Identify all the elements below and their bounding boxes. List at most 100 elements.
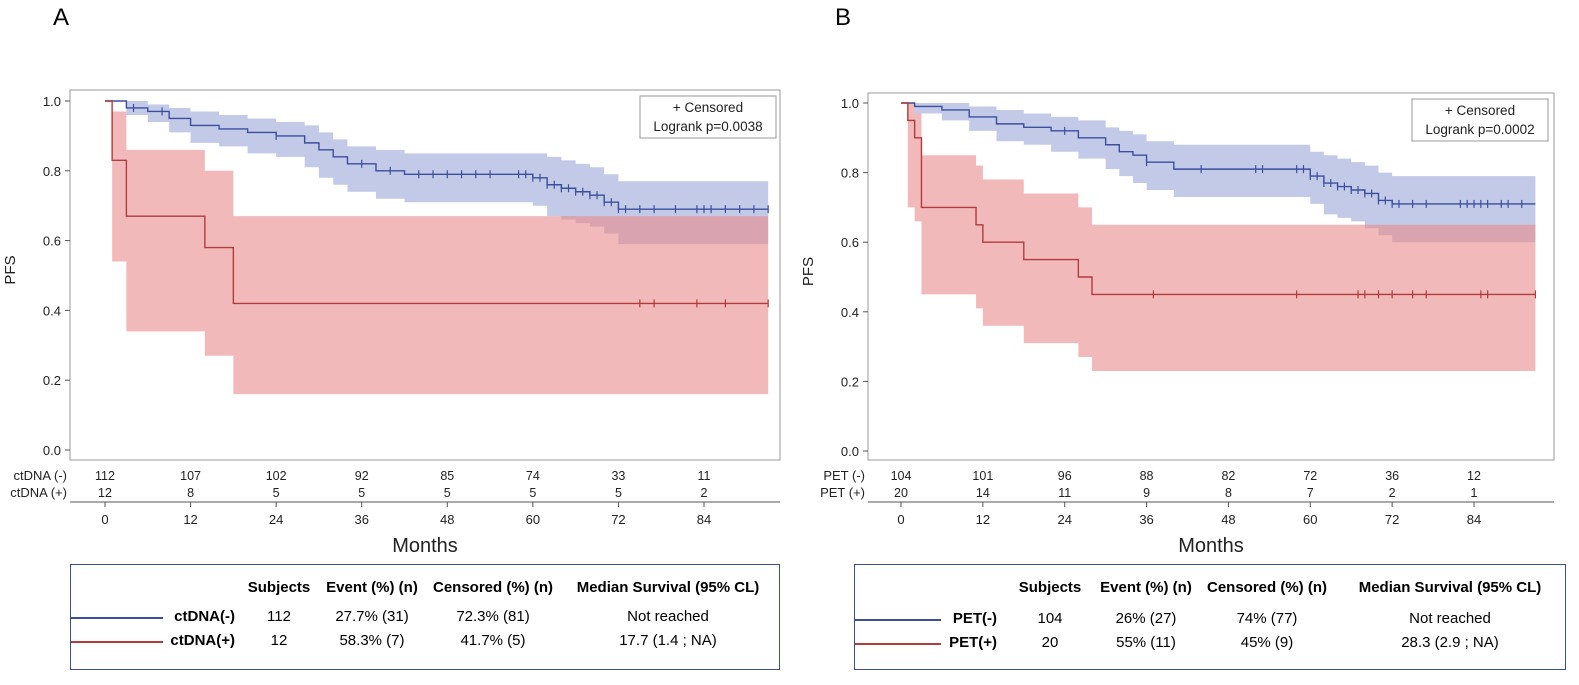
y-tick-label: 0.8: [43, 164, 61, 179]
risk-count: 20: [894, 486, 908, 500]
km-panel-a: A PFS 0.0 0.2 0.4 0.6 0.8 1.0 + Censored Logrank…: [2, 4, 781, 670]
confidence-band-positive: [901, 103, 1536, 371]
cell-subjects: 104: [1037, 610, 1063, 627]
summary-table-b: Subjects Event (%) (n) Censored (%) (n) …: [854, 564, 1566, 670]
x-tick-label: 84: [697, 512, 711, 527]
km-curve-positive: [901, 102, 1536, 296]
y-tick-label: 0.2: [841, 374, 859, 389]
cell-event: 27.7% (31): [335, 608, 409, 625]
y-tick-label: 0.0: [841, 444, 859, 459]
risk-row-label: PET (+): [820, 485, 865, 500]
risk-count: 8: [1225, 486, 1232, 500]
header-censored: Censored (%) (n): [1207, 579, 1327, 596]
header-subjects: Subjects: [247, 579, 311, 596]
risk-count: 12: [98, 486, 112, 500]
summary-row-negative: PET(-) 104 26% (27) 74% (77) Not reached: [855, 608, 1565, 630]
cell-median: 17.7 (1.4 ; NA): [619, 632, 717, 649]
risk-count: 82: [1221, 469, 1235, 483]
summary-row-positive: ctDNA(+) 12 58.3% (7) 41.7% (5) 17.7 (1.…: [71, 630, 779, 652]
logrank-pvalue: Logrank p=0.0038: [653, 119, 762, 134]
risk-count: 102: [266, 469, 287, 483]
km-plot-b: PFS 0.0 0.2 0.4 0.6 0.8 1.0 + Censored Logrank p…: [800, 92, 1555, 557]
risk-count: 1: [1471, 486, 1478, 500]
km-panel-b: B PFS 0.0 0.2 0.4 0.6 0.8 1.0 + Censored Logrank…: [790, 0, 1579, 685]
x-tick-label: 24: [269, 512, 283, 527]
cell-subjects: 112: [267, 608, 291, 625]
plot-frame: [69, 89, 781, 461]
cell-censored: 45% (9): [1240, 634, 1294, 651]
x-tick-label: 24: [1057, 512, 1071, 527]
y-tick-label: 0.4: [841, 305, 859, 320]
risk-count: 101: [972, 469, 993, 483]
cell-median: 28.3 (2.9 ; NA): [1401, 634, 1499, 651]
risk-count: 2: [701, 486, 708, 500]
censored-legend-label: + Censored: [673, 100, 743, 115]
y-axis-label: PFS: [800, 257, 817, 286]
confidence-band-negative: [901, 103, 1536, 246]
risk-count: 9: [1143, 486, 1150, 500]
header-subjects: Subjects: [1018, 579, 1082, 596]
x-axis-label: Months: [392, 535, 458, 557]
cell-subjects: 12: [270, 632, 288, 649]
risk-count: 72: [1303, 469, 1317, 483]
risk-row-label: ctDNA (-): [14, 468, 67, 483]
summary-header-row: Subjects Event (%) (n) Censored (%) (n) …: [855, 577, 1565, 599]
risk-count: 96: [1058, 469, 1072, 483]
risk-count: 5: [444, 486, 451, 500]
cell-censored: 74% (77): [1236, 610, 1298, 627]
x-tick-label: 60: [1303, 512, 1317, 527]
cell-median: Not reached: [1409, 610, 1491, 627]
legend-name-positive: PET(+): [949, 634, 997, 651]
cell-censored: 72.3% (81): [456, 608, 530, 625]
plot-frame: [867, 92, 1555, 461]
risk-count: 12: [1467, 469, 1481, 483]
summary-header-row: Subjects Event (%) (n) Censored (%) (n) …: [71, 577, 779, 599]
x-tick-label: 72: [1385, 512, 1399, 527]
header-median: Median Survival (95% CL): [1358, 579, 1542, 596]
risk-count: 2: [1389, 486, 1396, 500]
km-plot-a: PFS 0.0 0.2 0.4 0.6 0.8 1.0 + Censored Logrank p…: [2, 89, 781, 557]
confidence-band-positive: [105, 101, 769, 395]
legend-name-negative: ctDNA(-): [174, 608, 235, 625]
risk-count: 104: [891, 469, 912, 483]
x-tick-label: 84: [1467, 512, 1481, 527]
risk-count: 11: [1058, 486, 1071, 500]
y-tick-label: 0.8: [841, 166, 859, 181]
y-tick-label: 0.0: [43, 443, 61, 458]
cell-event: 26% (27): [1115, 610, 1177, 627]
risk-count: 5: [358, 486, 365, 500]
y-tick-label: 1.0: [841, 96, 859, 111]
y-axis-label: PFS: [2, 255, 19, 284]
legend-line-positive: [855, 643, 941, 645]
risk-count: 5: [273, 486, 280, 500]
risk-count: 92: [355, 469, 369, 483]
x-tick-label: 36: [354, 512, 368, 527]
panel-label: B: [835, 4, 852, 31]
legend-name-negative: PET(-): [952, 610, 997, 627]
summary-row-negative: ctDNA(-) 112 27.7% (31) 72.3% (81) Not r…: [71, 606, 779, 628]
x-axis-label: Months: [1178, 535, 1244, 557]
x-tick-label: 0: [101, 512, 108, 527]
y-tick-label: 0.6: [841, 235, 859, 250]
x-tick-label: 48: [440, 512, 454, 527]
risk-count: 85: [440, 469, 454, 483]
risk-count: 11: [698, 469, 711, 483]
x-tick-label: 36: [1139, 512, 1153, 527]
cell-censored: 41.7% (5): [460, 632, 526, 649]
y-tick-label: 0.4: [43, 303, 61, 318]
censored-legend-label: + Censored: [1445, 103, 1515, 118]
legend-line-negative: [71, 617, 163, 619]
summary-table-a: Subjects Event (%) (n) Censored (%) (n) …: [70, 564, 780, 670]
x-tick-label: 12: [976, 512, 990, 527]
header-event: Event (%) (n): [1100, 579, 1192, 596]
legend-name-positive: ctDNA(+): [170, 632, 235, 649]
y-tick-label: 0.6: [43, 234, 61, 249]
x-tick-label: 12: [183, 512, 197, 527]
risk-count: 36: [1385, 469, 1399, 483]
risk-count: 8: [187, 486, 194, 500]
km-curve-negative: [105, 100, 769, 210]
km-curve-positive: [105, 100, 769, 305]
header-median: Median Survival (95% CL): [576, 579, 760, 596]
cell-event: 58.3% (7): [339, 632, 405, 649]
risk-count: 112: [95, 469, 115, 483]
